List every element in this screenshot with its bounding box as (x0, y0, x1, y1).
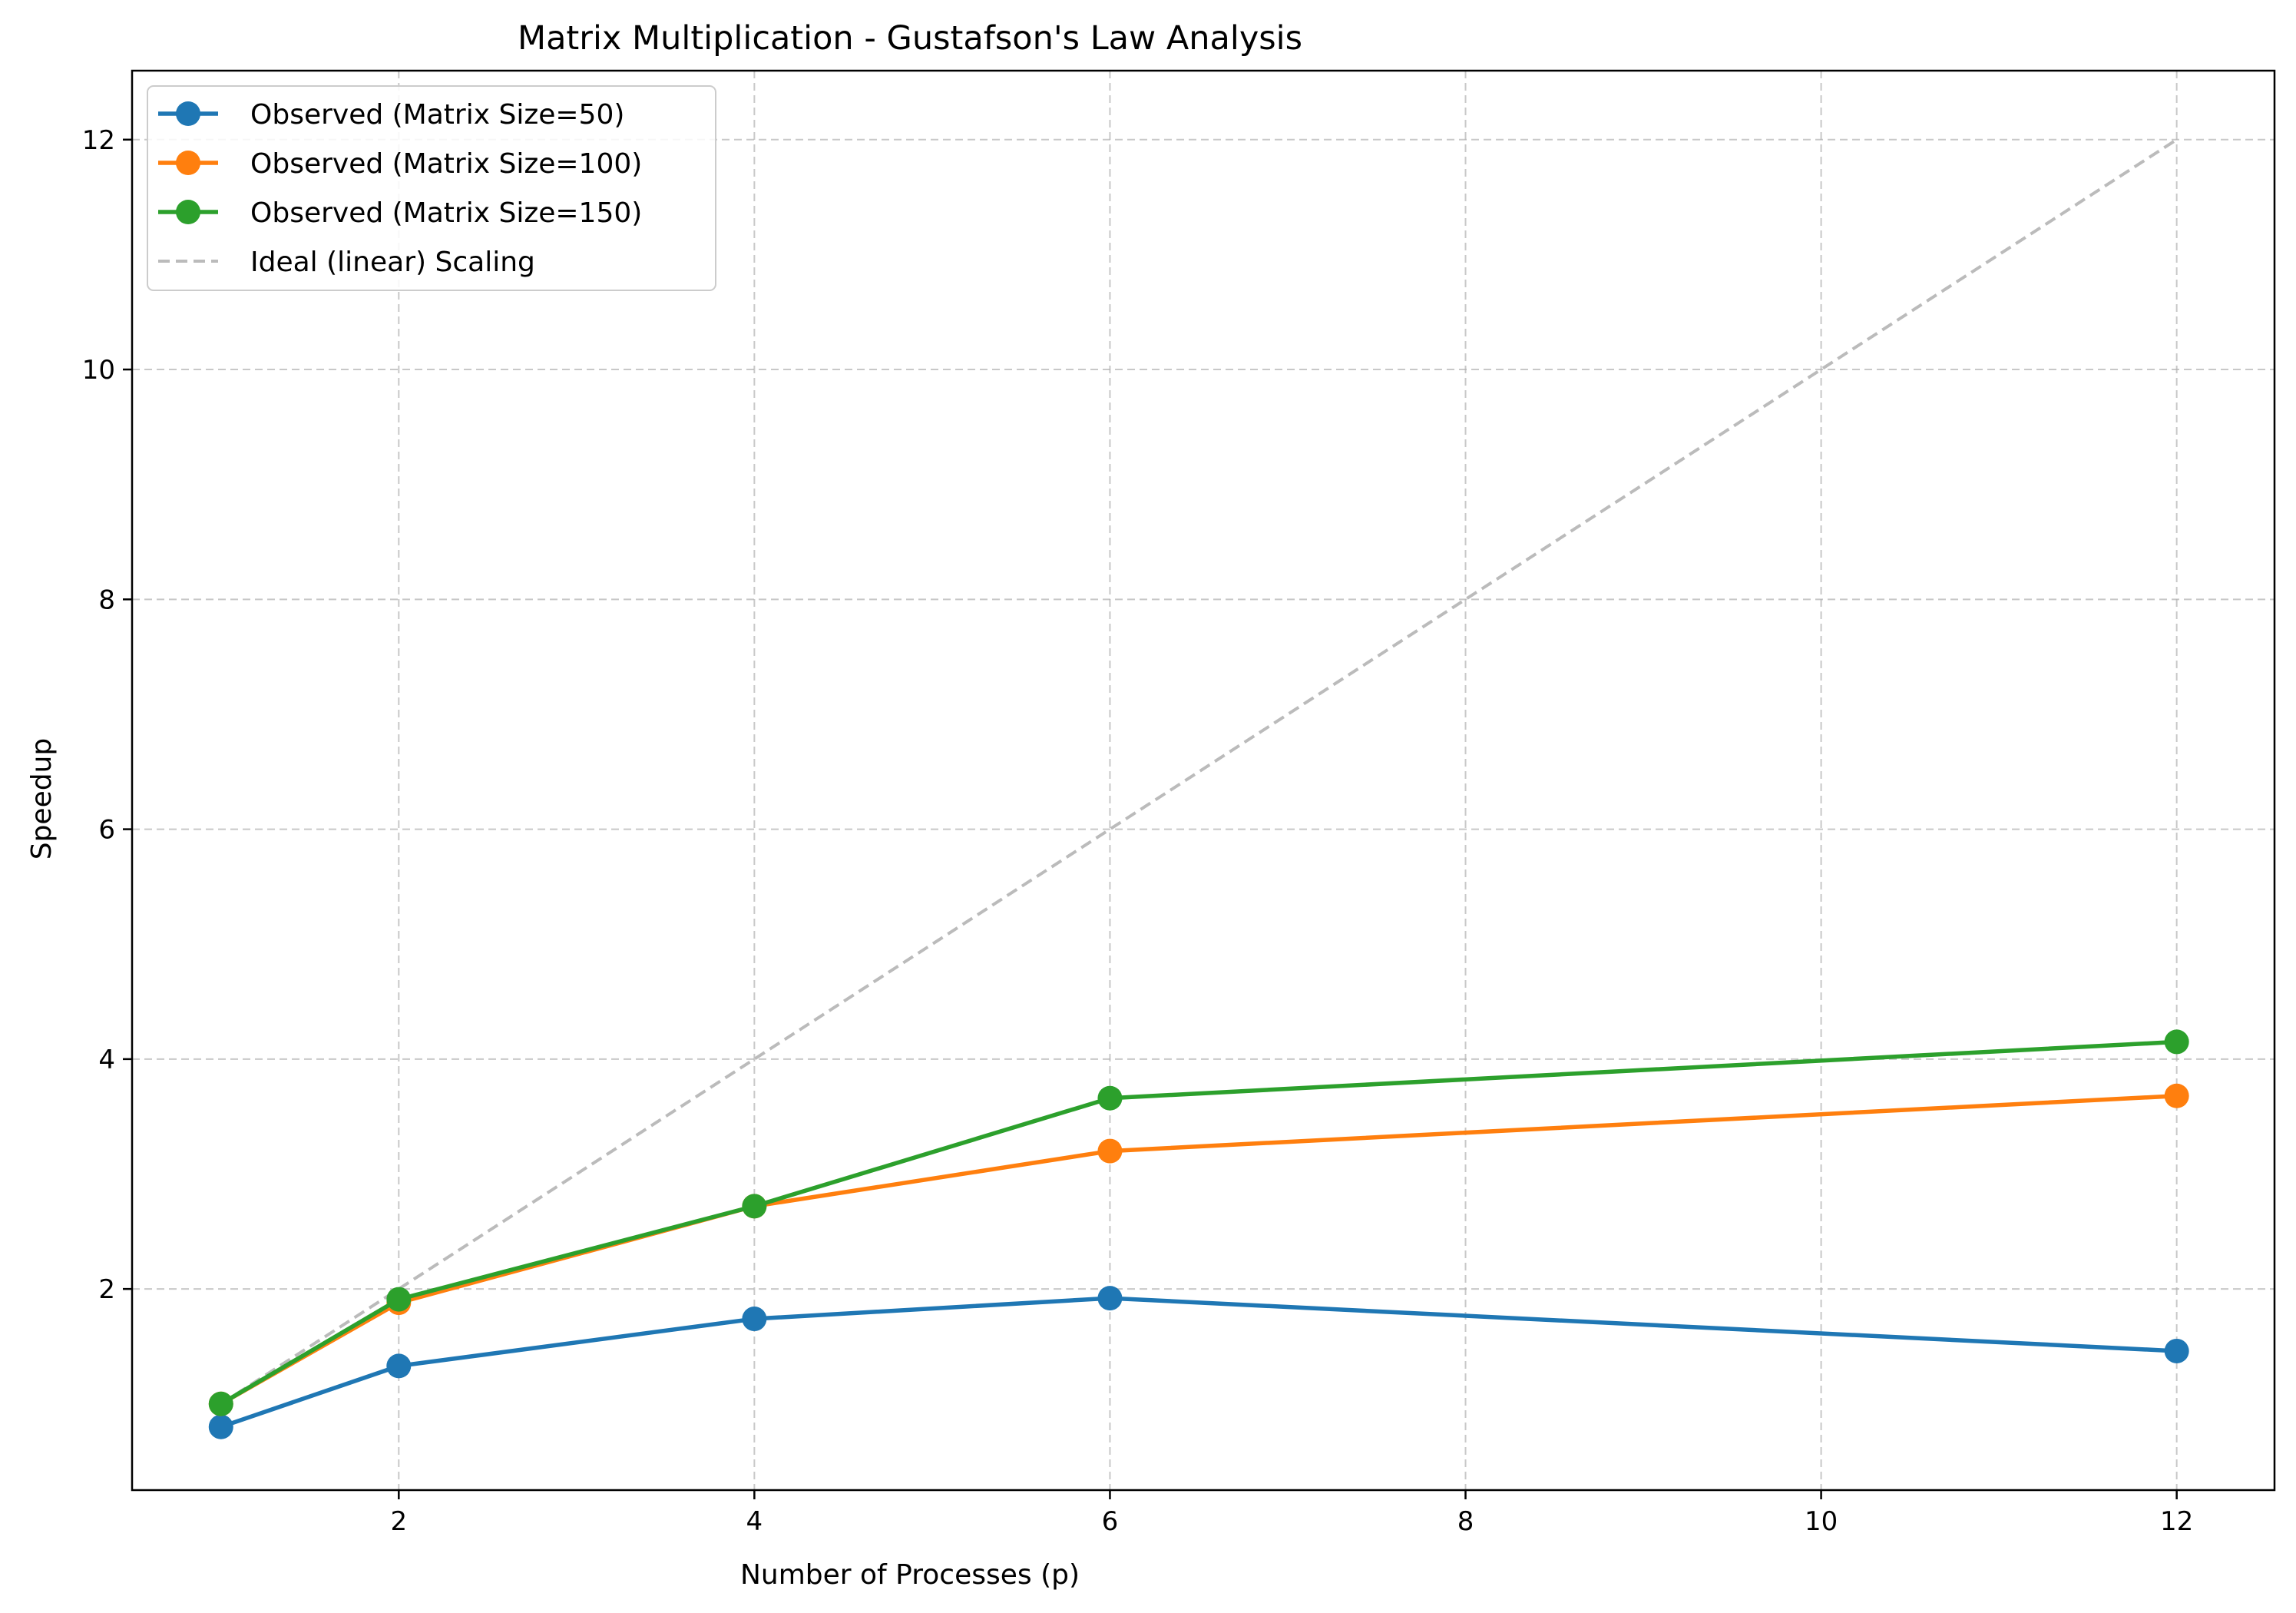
data-point (208, 1414, 233, 1439)
legend-item: Ideal (linear) Scaling (158, 247, 535, 278)
data-point (2164, 1083, 2189, 1108)
data-point (2164, 1029, 2189, 1055)
legend-swatch-marker (176, 101, 200, 126)
x-tick-label: 10 (1805, 1506, 1838, 1537)
x-tick-label: 12 (2160, 1506, 2193, 1537)
data-point (2164, 1338, 2189, 1363)
y-axis-title: Speedup (26, 738, 58, 860)
data-point (742, 1194, 767, 1219)
data-point (1097, 1286, 1123, 1311)
y-tick-label: 8 (98, 585, 115, 615)
y-tick-label: 12 (82, 125, 115, 156)
series-0 (208, 1286, 2189, 1439)
y-tick-label: 10 (82, 355, 115, 386)
plot-area: 2 4 6 8 10 12 2 4 6 8 10 12 (82, 69, 2276, 1537)
chart-title: Matrix Multiplication - Gustafson's Law … (518, 19, 1302, 58)
y-tick-label: 2 (98, 1274, 115, 1305)
legend-label: Observed (Matrix Size=100) (250, 148, 642, 180)
legend-item: Observed (Matrix Size=150) (158, 197, 642, 229)
axes-frame (131, 69, 2276, 1492)
legend-swatch-marker (176, 151, 200, 175)
x-tick-label: 2 (390, 1506, 407, 1537)
legend-item: Observed (Matrix Size=50) (158, 99, 624, 131)
series-2 (208, 1029, 2189, 1416)
legend-label: Ideal (linear) Scaling (250, 247, 535, 278)
x-tick-label: 4 (746, 1506, 763, 1537)
data-point (742, 1307, 767, 1332)
legend-item: Observed (Matrix Size=100) (158, 148, 642, 180)
y-tick-label: 6 (98, 815, 115, 846)
legend-label: Observed (Matrix Size=150) (250, 197, 642, 229)
legend-swatch-marker (176, 200, 200, 224)
legend-box (147, 85, 716, 291)
data-point (386, 1353, 412, 1379)
data-point (1097, 1085, 1123, 1111)
x-tick-label: 8 (1457, 1506, 1474, 1537)
x-axis-title: Number of Processes (p) (740, 1559, 1080, 1591)
data-point (1097, 1138, 1123, 1164)
x-tick-label: 6 (1102, 1506, 1119, 1537)
y-tick-label: 4 (98, 1045, 115, 1075)
data-point (386, 1287, 412, 1312)
legend-label: Observed (Matrix Size=50) (250, 99, 624, 131)
legend: Observed (Matrix Size=50) Observed (Matri… (147, 85, 716, 291)
data-point (208, 1391, 233, 1416)
